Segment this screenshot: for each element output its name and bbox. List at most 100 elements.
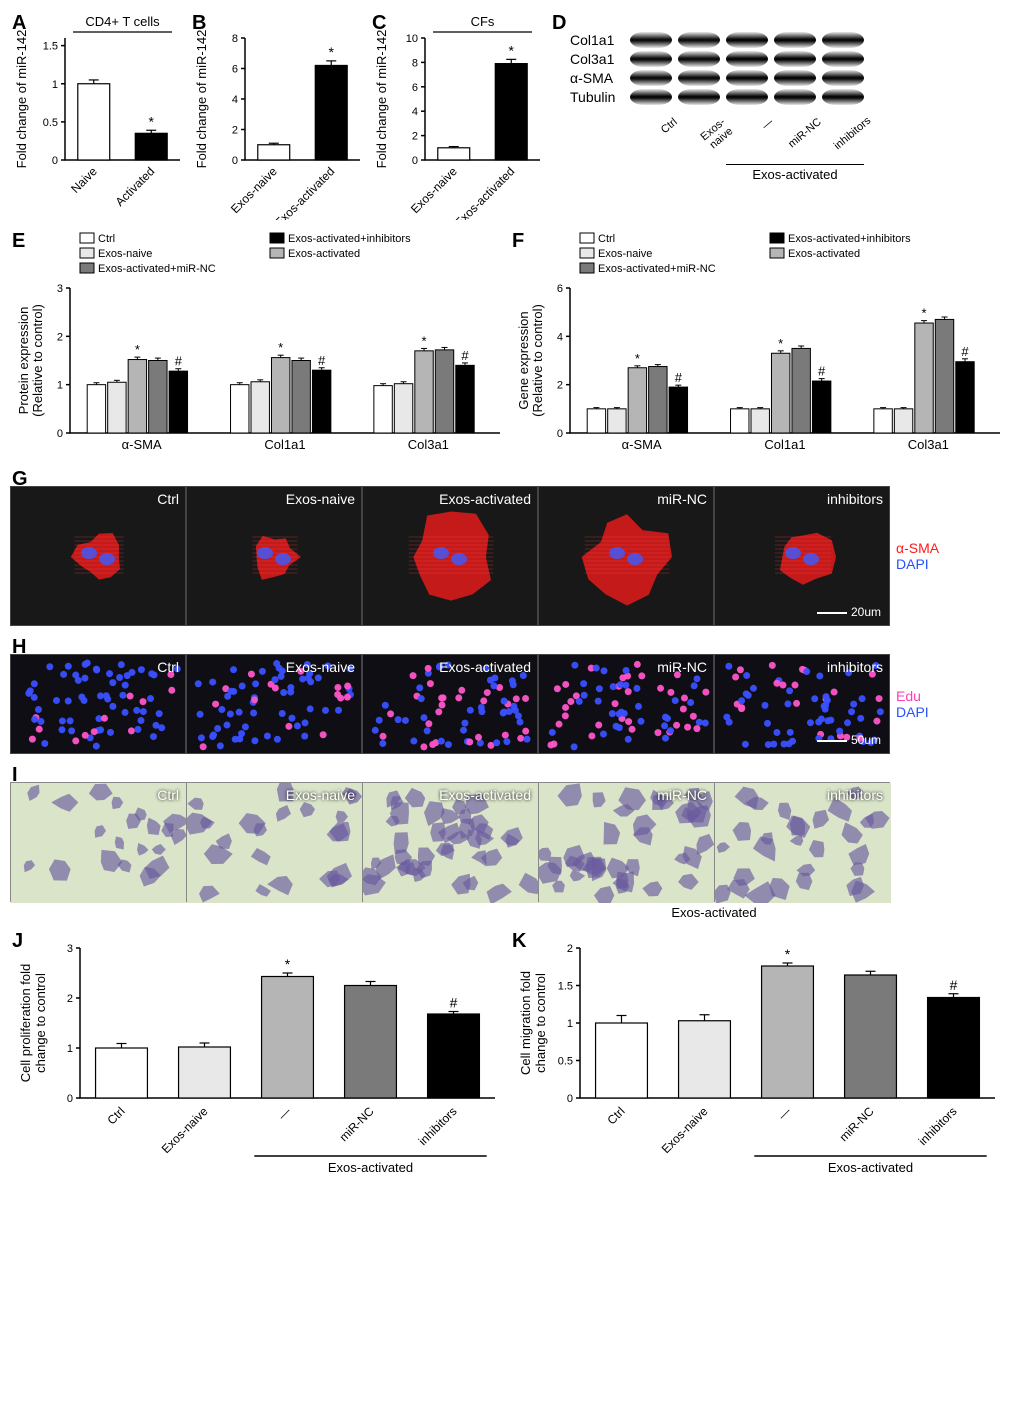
svg-text:Fold change of miR-142: Fold change of miR-142	[14, 30, 29, 169]
svg-text:Fold change of miR-142: Fold change of miR-142	[194, 30, 209, 169]
svg-text:*: *	[785, 946, 791, 962]
svg-text:Exos-activated: Exos-activated	[272, 164, 338, 220]
panel-label-B: B	[192, 12, 206, 35]
svg-text:α-SMA: α-SMA	[622, 437, 662, 452]
panel-F: F 0246Gene expression(Relative to contro…	[510, 228, 1010, 458]
panel-C: C 0246810Fold change of miR-142CFsExos-n…	[370, 10, 550, 220]
svg-text:1.5: 1.5	[558, 981, 573, 993]
svg-text:#: #	[961, 344, 969, 359]
panel-K: K 00.511.52Cell migration foldchange to …	[510, 928, 1010, 1188]
micrograph-label: Ctrl	[157, 659, 179, 675]
svg-text:1: 1	[57, 380, 63, 392]
svg-text:*: *	[509, 42, 515, 58]
svg-text:*: *	[135, 342, 140, 357]
wb-band	[726, 32, 768, 48]
panel-I: I CtrlExos-naiveExos-activatedmiR-NCinhi…	[10, 762, 1010, 920]
wb-band	[774, 51, 816, 67]
svg-text:Exos-activated+miR-NC: Exos-activated+miR-NC	[98, 263, 216, 275]
svg-text:Activated: Activated	[113, 164, 158, 209]
panel-J: J 0123Cell proliferation foldchange to c…	[10, 928, 510, 1188]
svg-text:Exos-activated: Exos-activated	[788, 248, 860, 260]
svg-text:0.5: 0.5	[558, 1056, 573, 1068]
wb-group-label: Exos-activated	[726, 164, 864, 182]
svg-text:Exos-activated+miR-NC: Exos-activated+miR-NC	[598, 263, 716, 275]
wb-band	[774, 70, 816, 86]
svg-text:Exos-activated: Exos-activated	[828, 1160, 913, 1175]
micrograph-cell: Exos-naive	[186, 782, 362, 902]
svg-text:inhibitors: inhibitors	[916, 1104, 960, 1148]
micrograph-cell: Exos-activated	[362, 654, 538, 754]
wb-lane-label: miR-NC	[784, 116, 832, 161]
wb-lane-label: Exos-naive	[688, 116, 736, 161]
panel-label-C: C	[372, 12, 386, 35]
svg-text:8: 8	[412, 57, 418, 69]
svg-text:0: 0	[67, 1093, 73, 1105]
micrograph-label: miR-NC	[657, 491, 707, 507]
svg-text:Fold change of miR-142: Fold change of miR-142	[374, 30, 389, 169]
micrograph-label: Ctrl	[157, 491, 179, 507]
wb-band	[726, 51, 768, 67]
svg-text:4: 4	[557, 331, 563, 343]
svg-text:*: *	[278, 340, 283, 355]
svg-text:Exos-naive: Exos-naive	[598, 248, 652, 260]
svg-text:2: 2	[57, 331, 63, 343]
svg-text:Col3a1: Col3a1	[408, 437, 449, 452]
wb-lane-label: Ctrl	[640, 116, 688, 161]
svg-text:*: *	[778, 336, 783, 351]
svg-text:6: 6	[412, 82, 418, 94]
micrograph-label: Exos-activated	[439, 491, 531, 507]
svg-text:Exos-naive: Exos-naive	[659, 1104, 711, 1156]
panel-label-K: K	[512, 930, 526, 953]
stain-label: Edu	[896, 688, 929, 704]
wb-lane-label: —	[736, 116, 784, 161]
svg-text:0: 0	[567, 1093, 573, 1105]
micrograph-label: miR-NC	[657, 659, 707, 675]
svg-text:miR-NC: miR-NC	[837, 1104, 877, 1144]
svg-text:0: 0	[52, 155, 58, 167]
wb-protein-label: Col1a1	[570, 32, 630, 48]
svg-text:(Relative to control): (Relative to control)	[530, 304, 545, 417]
wb-band	[630, 70, 672, 86]
panel-label-E: E	[12, 230, 25, 253]
svg-text:Col1a1: Col1a1	[764, 437, 805, 452]
svg-text:1: 1	[567, 1018, 573, 1030]
svg-text:*: *	[149, 113, 155, 129]
svg-text:inhibitors: inhibitors	[416, 1104, 460, 1148]
svg-text:CFs: CFs	[471, 14, 495, 29]
panel-G: G CtrlExos-naiveExos-activatedmiR-NCinhi…	[10, 466, 1010, 626]
svg-text:#: #	[450, 995, 458, 1011]
svg-text:6: 6	[557, 283, 563, 295]
svg-text:Exos-naive: Exos-naive	[408, 164, 460, 216]
stain-label: DAPI	[896, 556, 939, 572]
micrograph-cell: inhibitors50um	[714, 654, 890, 754]
micrograph-cell: Exos-naive	[186, 654, 362, 754]
micrograph-label: Exos-activated	[439, 659, 531, 675]
svg-text:Cell proliferation fold: Cell proliferation fold	[18, 964, 33, 1083]
svg-text:Exos-naive: Exos-naive	[98, 248, 152, 260]
micrograph-cell: miR-NC	[538, 486, 714, 626]
wb-band	[726, 70, 768, 86]
wb-lane-label: inhibitors	[832, 116, 880, 161]
micrograph-cell: Exos-activated	[362, 486, 538, 626]
svg-text:3: 3	[57, 283, 63, 295]
svg-text:4: 4	[232, 94, 238, 106]
wb-band	[822, 70, 864, 86]
svg-text:2: 2	[232, 125, 238, 137]
panel-A: A 00.511.5Fold change of miR-142CD4+ T c…	[10, 10, 190, 220]
wb-band	[774, 89, 816, 105]
wb-band	[822, 51, 864, 67]
panel-label-F: F	[512, 230, 524, 253]
svg-text:Ctrl: Ctrl	[98, 233, 115, 245]
svg-text:0.5: 0.5	[43, 117, 58, 129]
micrograph-cell: Exos-activated	[362, 782, 538, 902]
micrograph-label: Exos-naive	[286, 659, 355, 675]
svg-text:—: —	[275, 1104, 293, 1122]
svg-text:0: 0	[57, 428, 63, 440]
svg-text:10: 10	[406, 33, 418, 45]
svg-text:*: *	[285, 956, 291, 972]
svg-text:Col3a1: Col3a1	[908, 437, 949, 452]
micrograph-cell: miR-NC	[538, 782, 714, 902]
panel-E: E 0123Protein expression(Relative to con…	[10, 228, 510, 458]
svg-text:change to control: change to control	[533, 973, 548, 1073]
wb-band	[774, 32, 816, 48]
